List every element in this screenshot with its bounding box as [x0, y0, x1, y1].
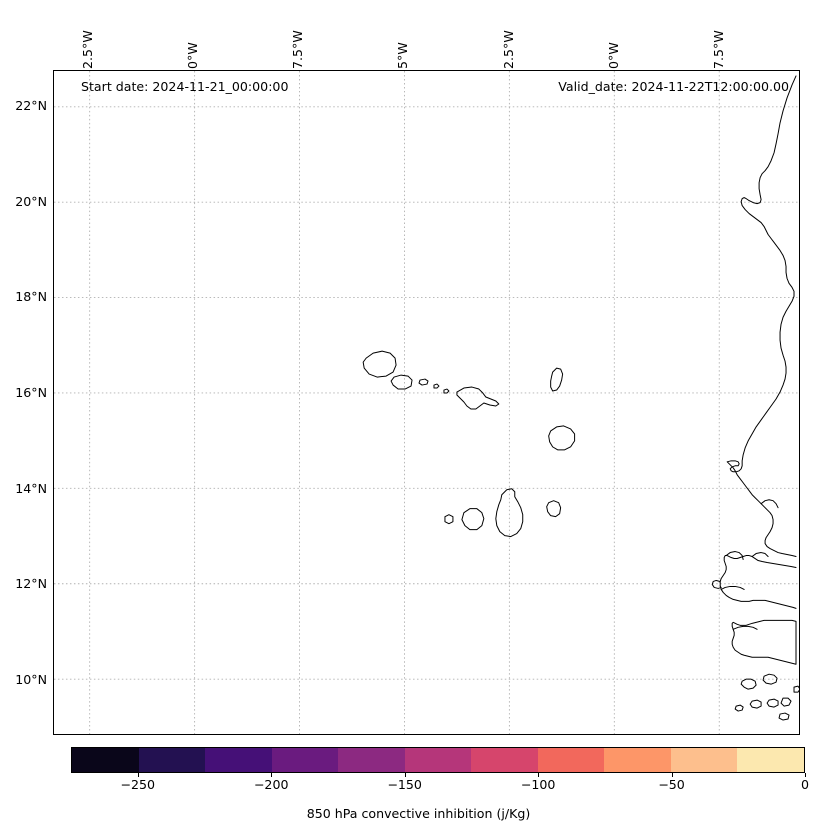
colorbar-band — [138, 748, 206, 772]
colorbar-axis-label: 850 hPa convective inhibition (j/Kg) — [306, 806, 531, 821]
colorbar-band — [670, 748, 738, 772]
latitude-tick-label: 16°N — [15, 384, 47, 400]
colorbar-band — [537, 748, 605, 772]
colorbar-band — [72, 748, 139, 772]
latitude-tick-label: 20°N — [15, 193, 47, 209]
colorbar-tick-label: 0 — [800, 777, 810, 792]
colorbar-band — [604, 748, 671, 772]
colorbar-band — [338, 748, 405, 772]
start-date-annotation: Start date: 2024-11-21_00:00:00 — [81, 79, 289, 94]
latitude-tick-label: 10°N — [15, 671, 47, 687]
colorbar-band — [205, 748, 272, 772]
colorbar-band — [404, 748, 472, 772]
latitude-tick-label: 12°N — [15, 576, 47, 592]
map-geometry — [54, 71, 799, 734]
colorbar-tick-label: −100 — [520, 777, 556, 792]
valid-date-annotation: Valid_date: 2024-11-22T12:00:00.00 — [558, 79, 789, 94]
colorbar-tick-mark — [404, 773, 406, 777]
colorbar-tick-mark — [538, 773, 540, 777]
gridlines — [54, 71, 799, 734]
colorbar-tick-mark — [137, 773, 139, 777]
map-axes[interactable]: Start date: 2024-11-21_00:00:00 Valid_da… — [53, 70, 800, 735]
latitude-tick-label: 14°N — [15, 480, 47, 496]
colorbar-tick-label: −50 — [658, 777, 685, 792]
coastlines — [362, 75, 799, 721]
colorbar-tick-label: −250 — [120, 777, 156, 792]
colorbar-tick-mark — [671, 773, 673, 777]
colorbar-tick-label: −200 — [253, 777, 289, 792]
colorbar-band — [737, 748, 805, 772]
latitude-tick-label: 22°N — [15, 97, 47, 113]
latitude-tick-label: 18°N — [15, 289, 47, 305]
colorbar[interactable] — [71, 747, 805, 773]
colorbar-ticks: −250 −200 −150 −100 −50 0 — [71, 773, 809, 795]
colorbar-band — [471, 748, 538, 772]
colorbar-band — [271, 748, 339, 772]
colorbar-tick-mark — [805, 773, 806, 777]
colorbar-tick-label: −150 — [387, 777, 422, 792]
colorbar-tick-mark — [271, 773, 273, 777]
